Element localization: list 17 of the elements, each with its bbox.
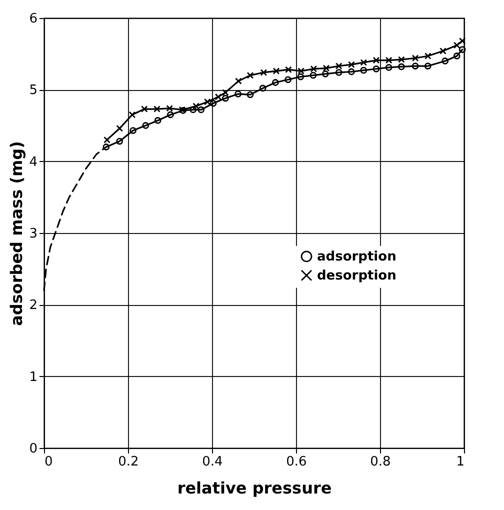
x-tick-label: 0.8 <box>370 454 391 470</box>
legend-label: desorption <box>317 268 396 284</box>
legend-label: adsorption <box>317 249 396 264</box>
x-axis-title: relative pressure <box>177 478 332 498</box>
y-tick-label: 1 <box>29 370 38 385</box>
x-tick-label: 0.4 <box>202 454 223 470</box>
y-tick-label: 0 <box>29 442 38 456</box>
y-tick-label: 4 <box>29 154 38 170</box>
x-tick-label: 0.6 <box>286 454 307 470</box>
y-axis-title: adsorbed mass (mg) <box>7 141 26 326</box>
y-tick-label: 5 <box>29 83 38 98</box>
x-tick-label: 0.2 <box>118 454 139 470</box>
x-tick-label: 0 <box>44 454 53 470</box>
y-tick-label: 6 <box>29 12 38 26</box>
y-tick-label: 2 <box>29 298 38 314</box>
y-tick-label: 3 <box>29 226 38 242</box>
x-tick-label: 1 <box>456 454 464 470</box>
